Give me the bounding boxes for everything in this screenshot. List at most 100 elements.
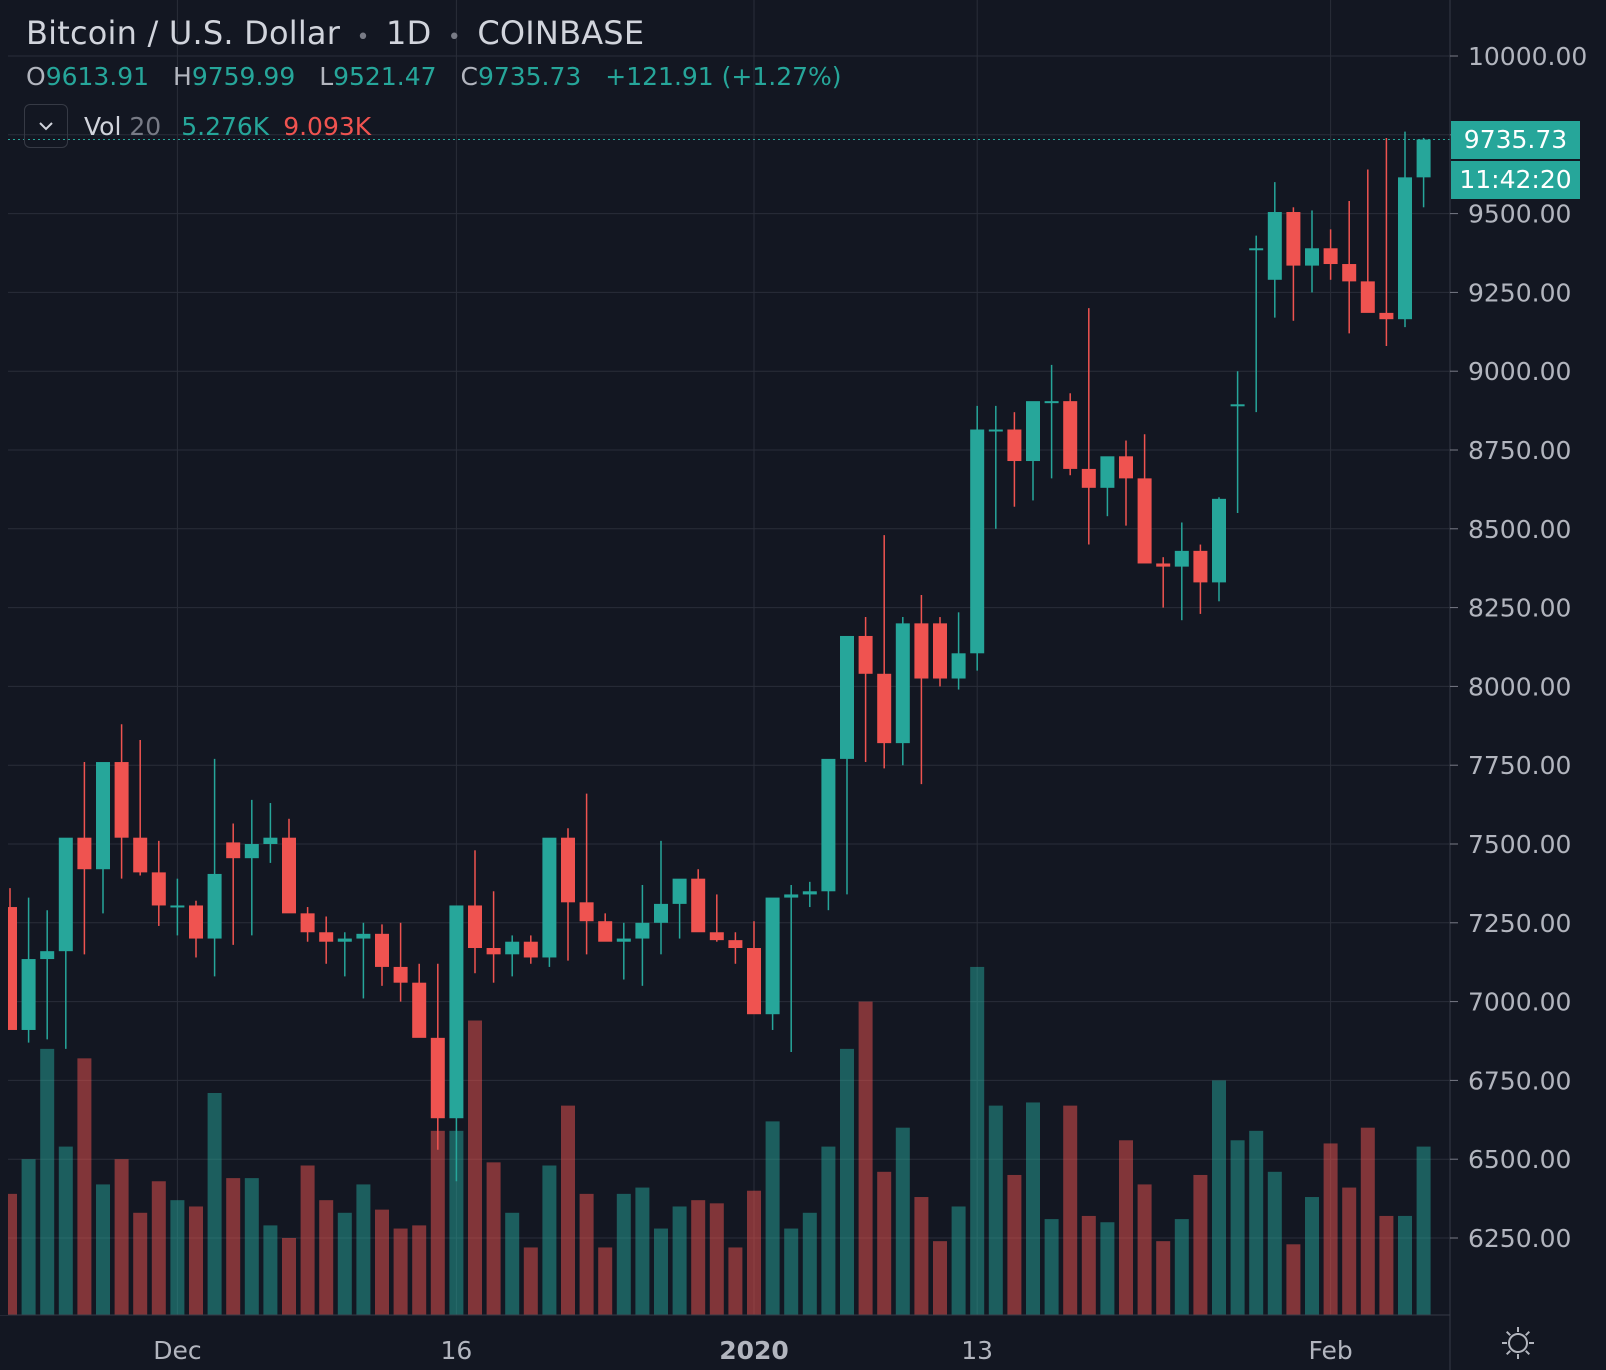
volume-bar [114, 1159, 129, 1315]
gear-icon[interactable] [1500, 1325, 1536, 1361]
high-value: 9759.99 [191, 62, 296, 91]
separator-dot: • [356, 25, 370, 50]
volume-bar [96, 1184, 110, 1315]
volume-bar [40, 1048, 55, 1315]
price-axis-label: 6500.00 [1468, 1145, 1571, 1174]
candle-body [709, 932, 724, 941]
change-value: +121.91 (+1.27%) [605, 62, 842, 91]
open-value: 9613.91 [45, 62, 150, 91]
volume-bar [21, 1159, 36, 1315]
volume-bar [802, 1212, 817, 1315]
volume-bar [1193, 1174, 1208, 1315]
candle-body [1305, 248, 1319, 266]
candle-body [319, 932, 334, 942]
chart-left-edge [0, 0, 8, 1315]
volume-bar [282, 1238, 296, 1315]
volume-bar [1026, 1102, 1040, 1315]
high-label: H [173, 62, 192, 91]
volume-bar [1174, 1219, 1189, 1315]
candle-body [598, 921, 613, 942]
close-value: 9735.73 [477, 62, 582, 91]
volume-bar [728, 1247, 743, 1315]
candle-body [635, 922, 650, 939]
volume-bar [1342, 1187, 1357, 1315]
price-axis-label: 8000.00 [1468, 672, 1571, 701]
volume-bar [1305, 1197, 1319, 1315]
price-axis[interactable]: 10000.009750.009500.009250.009000.008750… [1450, 42, 1587, 1253]
time-axis-label: Dec [153, 1336, 201, 1365]
candle-body [1044, 401, 1059, 404]
volume-bar [895, 1127, 910, 1315]
candle-body [1081, 468, 1096, 488]
candle-body [784, 894, 799, 898]
price-axis-label: 9500.00 [1468, 200, 1571, 229]
candle-body [170, 905, 185, 908]
volume-bar [1007, 1174, 1022, 1315]
candle-body [1249, 248, 1264, 251]
candle-body [207, 873, 222, 939]
close-label: C [460, 62, 478, 91]
volume-bar [598, 1247, 613, 1315]
volume-bar [189, 1206, 203, 1315]
candle-body [244, 844, 259, 859]
volume-bar [300, 1165, 315, 1315]
volume-bar [765, 1121, 780, 1315]
volume-bar [1212, 1080, 1226, 1315]
volume-bars [3, 966, 1431, 1315]
candle-body [1193, 550, 1208, 583]
volume-bar [877, 1171, 892, 1315]
volume-bar [319, 1200, 334, 1315]
volume-bar [747, 1190, 761, 1315]
symbol-header[interactable]: Bitcoin / U.S. Dollar • 1D • COINBASE [26, 14, 644, 52]
price-axis-label: 8500.00 [1468, 515, 1571, 544]
candle-body [1063, 401, 1078, 469]
candle-body [151, 872, 166, 906]
candle-body [1323, 248, 1338, 265]
candle-body [96, 762, 110, 870]
candle-body [523, 941, 538, 958]
candle-body [21, 959, 36, 1030]
candle-body [672, 878, 687, 904]
volume-bar [170, 1200, 185, 1315]
low-value: 9521.47 [333, 62, 437, 91]
price-axis-label: 7500.00 [1468, 830, 1571, 859]
volume-bar [1119, 1140, 1133, 1315]
candle-body [505, 941, 520, 955]
volume-bar [356, 1184, 371, 1315]
candle-body [58, 837, 73, 952]
volume-bar [616, 1193, 631, 1315]
volume-bar [1081, 1215, 1096, 1315]
candle-body [691, 878, 706, 933]
last-price-tag: 9735.73 [1451, 120, 1580, 159]
candle-body [933, 623, 947, 679]
volume-value: 5.276K [181, 111, 270, 141]
volume-bar [523, 1247, 538, 1315]
candle-body [765, 897, 780, 1015]
candle-body [914, 623, 929, 679]
volume-bar [914, 1197, 929, 1315]
ohlc-legend: O9613.91 H9759.99 L9521.47 C9735.73 +121… [26, 62, 858, 91]
collapse-legend-button[interactable] [24, 104, 68, 148]
volume-bar [430, 1130, 445, 1315]
candle-body [300, 913, 315, 933]
candle-body [114, 762, 129, 838]
volume-bar [542, 1165, 557, 1315]
candle-body [1100, 456, 1115, 488]
price-axis-label: 6750.00 [1468, 1066, 1571, 1095]
volume-bar [1063, 1105, 1078, 1315]
volume-bar [151, 1181, 166, 1315]
candle-body [1230, 404, 1245, 407]
price-axis-label: 6250.00 [1468, 1224, 1571, 1253]
candle-body [412, 982, 427, 1038]
volume-bar [468, 1020, 482, 1315]
candle-body [1137, 478, 1152, 564]
candle-body [728, 940, 743, 949]
volume-bar [1323, 1143, 1338, 1315]
volume-bar [375, 1209, 389, 1315]
interval-label[interactable]: 1D [386, 14, 432, 52]
candle-body [468, 905, 482, 949]
candle-body [1267, 212, 1282, 280]
time-axis[interactable]: Dec 16 2020 13 Feb [153, 1336, 1353, 1365]
candle-body [189, 905, 203, 939]
